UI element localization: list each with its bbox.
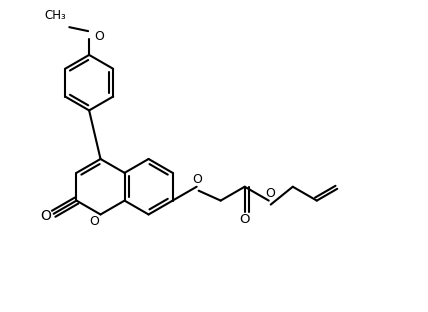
Text: O: O [193, 173, 202, 186]
Text: CH₃: CH₃ [45, 9, 66, 22]
Text: O: O [240, 213, 250, 226]
Text: O: O [40, 209, 51, 223]
Text: O: O [94, 30, 104, 42]
Text: O: O [265, 187, 275, 200]
Text: O: O [89, 215, 100, 228]
